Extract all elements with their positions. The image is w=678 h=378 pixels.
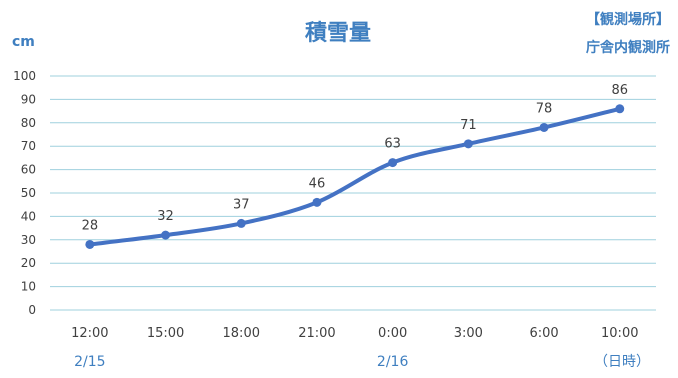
y-tick-label: 0 (28, 303, 36, 317)
grid-lines (50, 75, 656, 311)
series-line (87, 106, 622, 247)
y-tick-label: 60 (21, 163, 36, 177)
y-tick-label: 100 (13, 69, 36, 83)
y-axis-unit: cm (12, 34, 35, 50)
data-point (615, 104, 625, 114)
y-tick-label: 10 (21, 280, 36, 294)
y-tick-label: 50 (21, 186, 36, 200)
data-point (312, 197, 322, 207)
y-tick-label: 90 (21, 92, 36, 106)
x-tick-label: 21:00 (298, 326, 335, 341)
y-tick-label: 40 (21, 209, 36, 223)
data-point (85, 239, 95, 249)
data-label: 37 (233, 197, 250, 212)
y-tick-labels: 0 10 20 30 40 50 60 70 80 90 100 (13, 69, 36, 317)
y-tick-label: 70 (21, 139, 36, 153)
x-tick-label: 12:00 (71, 326, 108, 341)
x-tick-label: 18:00 (223, 326, 260, 341)
x-tick-label: 0:00 (378, 326, 407, 341)
station-name: 庁舎内観測所 (586, 39, 670, 56)
data-label: 78 (536, 101, 553, 116)
data-point (463, 139, 473, 149)
station-label: 【観測場所】 (586, 11, 670, 28)
date-label: 2/16 (377, 354, 409, 370)
y-tick-label: 30 (21, 233, 36, 247)
data-point (161, 230, 171, 240)
data-label: 63 (384, 137, 401, 152)
series-layer: 28 32 37 46 63 71 78 86 (82, 83, 628, 249)
data-point (539, 122, 549, 132)
data-label: 32 (157, 209, 174, 224)
data-label: 28 (82, 218, 99, 233)
data-point (236, 218, 246, 228)
x-tick-label: 15:00 (147, 326, 184, 341)
data-point (388, 158, 398, 168)
y-tick-label: 20 (21, 256, 36, 270)
x-tick-labels: 12:00 15:00 18:00 21:00 0:00 3:00 6:00 10:00 (71, 326, 638, 341)
data-label: 86 (611, 83, 628, 98)
x-axis-unit: （日時） (594, 354, 650, 370)
date-label: 2/15 (74, 354, 105, 370)
data-label: 71 (460, 118, 477, 133)
chart-title: 積雪量 (305, 21, 371, 46)
x-tick-label: 3:00 (454, 326, 483, 341)
x-tick-label: 10:00 (601, 326, 638, 341)
x-tick-label: 6:00 (529, 326, 558, 341)
y-tick-label: 80 (21, 116, 36, 130)
data-label: 46 (309, 176, 326, 191)
date-labels: 2/15 2/16 (74, 354, 408, 370)
